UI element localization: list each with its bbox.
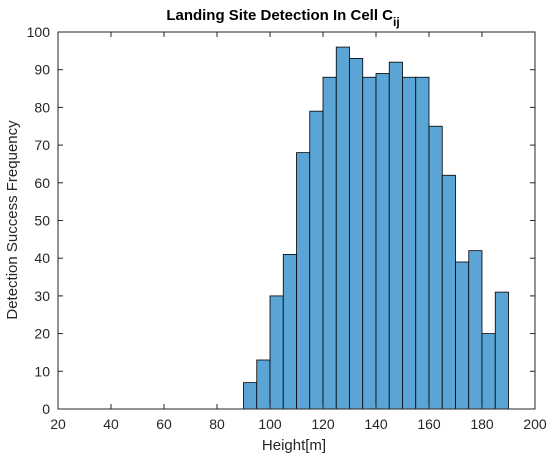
x-axis-label: Height[m] bbox=[262, 437, 326, 454]
histogram-bar bbox=[415, 76, 430, 410]
x-tick-label: 40 bbox=[103, 416, 119, 432]
y-tick-label: 30 bbox=[34, 288, 50, 304]
histogram-bar bbox=[441, 174, 456, 410]
x-tick-label: 180 bbox=[470, 416, 494, 432]
histogram-bar bbox=[402, 76, 417, 410]
histogram-bar bbox=[256, 359, 271, 410]
histogram-bar bbox=[494, 291, 509, 410]
x-tick-label: 100 bbox=[258, 416, 282, 432]
y-axis-ticks: 0 10 20 30 40 50 60 70 80 90 100 bbox=[27, 24, 535, 417]
histogram-bar bbox=[322, 76, 337, 410]
y-tick-label: 50 bbox=[34, 213, 50, 229]
histogram-bar bbox=[388, 61, 403, 410]
histogram-bars bbox=[243, 46, 509, 410]
y-tick-label: 70 bbox=[34, 137, 50, 153]
histogram-bar bbox=[269, 295, 284, 410]
histogram-bar bbox=[296, 152, 311, 410]
histogram-bar bbox=[309, 110, 324, 410]
histogram-bar bbox=[349, 57, 364, 410]
y-tick-label: 40 bbox=[34, 250, 50, 266]
x-tick-label: 60 bbox=[156, 416, 172, 432]
histogram-bar bbox=[428, 125, 443, 410]
y-tick-label: 20 bbox=[34, 326, 50, 342]
y-tick-label: 10 bbox=[34, 363, 50, 379]
chart-title-subscript: ij bbox=[393, 15, 400, 29]
plot-area-frame bbox=[57, 31, 536, 410]
y-tick-label: 0 bbox=[42, 401, 50, 417]
histogram-bar bbox=[243, 382, 258, 410]
histogram-bar bbox=[481, 333, 496, 410]
x-tick-label: 160 bbox=[417, 416, 441, 432]
x-tick-label: 80 bbox=[209, 416, 225, 432]
y-tick-label: 90 bbox=[34, 62, 50, 78]
chart-title: Landing Site Detection In Cell Cij bbox=[166, 7, 399, 29]
y-tick-label: 80 bbox=[34, 99, 50, 115]
chart-title-main: Landing Site Detection In Cell C bbox=[166, 7, 393, 24]
x-axis-ticks: 20 40 60 80 100 120 140 160 180 200 bbox=[50, 32, 547, 432]
histogram-bar bbox=[282, 254, 297, 410]
histogram-bar bbox=[468, 250, 483, 410]
x-tick-label: 20 bbox=[50, 416, 66, 432]
y-tick-label: 60 bbox=[34, 175, 50, 191]
histogram-bar bbox=[455, 261, 470, 410]
y-tick-label: 100 bbox=[27, 24, 51, 40]
histogram-bar bbox=[335, 46, 350, 410]
x-tick-label: 200 bbox=[523, 416, 547, 432]
y-axis-label: Detection Success Frequency bbox=[4, 120, 21, 320]
x-tick-label: 140 bbox=[364, 416, 388, 432]
histogram-bar bbox=[375, 73, 390, 410]
x-tick-label: 120 bbox=[311, 416, 335, 432]
histogram-bar bbox=[362, 76, 377, 410]
